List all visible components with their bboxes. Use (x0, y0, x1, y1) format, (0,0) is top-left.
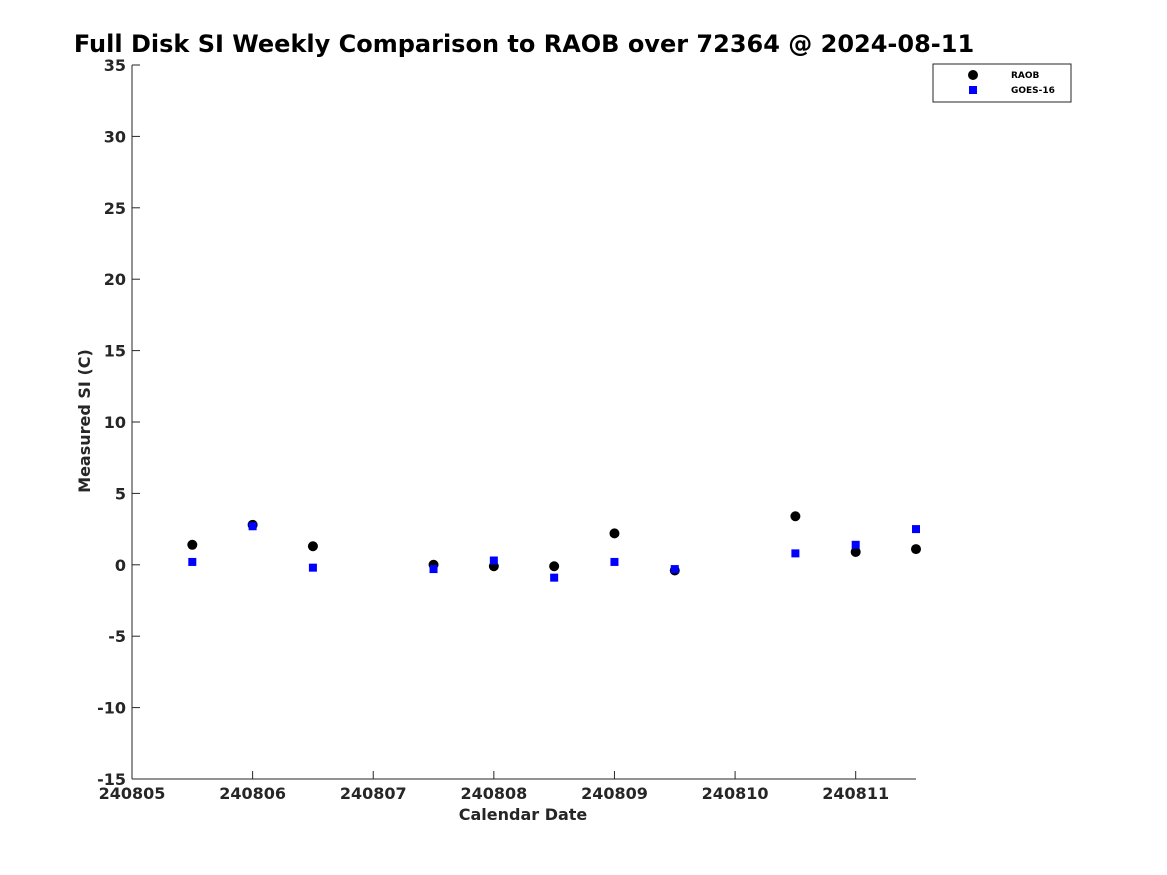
data-marks (187, 511, 921, 582)
legend-box (932, 63, 1072, 103)
goes-16-point (670, 565, 679, 574)
y-tick-label: -15 (97, 770, 126, 789)
goes-16-point (610, 557, 619, 566)
x-tick-label: 240807 (340, 784, 407, 803)
x-tick-label: 240810 (702, 784, 769, 803)
x-tick-label: 240805 (99, 784, 166, 803)
y-tick-label: 0 (115, 556, 126, 575)
raob-point (307, 541, 318, 552)
y-tick-label: 5 (115, 484, 126, 503)
y-tick-label: -10 (97, 699, 126, 718)
x-tick-label: 240811 (822, 784, 889, 803)
goes-16-point (550, 573, 559, 582)
raob-point (850, 546, 861, 557)
x-tick-label: 240806 (219, 784, 286, 803)
goes-16-point (188, 557, 197, 566)
x-axis-label: Calendar Date (459, 805, 588, 824)
y-tick-label: 20 (104, 270, 126, 289)
goes-16-point (248, 522, 257, 531)
goes-16-point (308, 563, 317, 572)
chart-title: Full Disk SI Weekly Comparison to RAOB o… (74, 30, 974, 58)
legend-marker-goes-16 (969, 86, 977, 94)
raob-point (911, 544, 921, 555)
raob-point (549, 561, 560, 572)
goes-16-point (791, 549, 800, 558)
legend-label-raob: RAOB (1011, 71, 1040, 81)
legend-label-goes-16: GOES-16 (1011, 86, 1055, 96)
x-tick-label: 240808 (460, 784, 527, 803)
raob-point (790, 511, 801, 522)
y-tick-label: 15 (104, 342, 126, 361)
raob-point (187, 539, 198, 550)
goes-16-point (429, 565, 438, 574)
y-tick-label: 10 (104, 413, 126, 432)
x-tick-label: 240809 (581, 784, 648, 803)
raob-point (609, 528, 620, 539)
y-axis-label: Measured SI (C) (75, 349, 94, 493)
goes-16-point (912, 525, 920, 534)
legend-marker-raob (968, 70, 978, 80)
y-tick-label: 30 (104, 127, 126, 146)
goes-16-point (489, 556, 498, 565)
axes: -15 -10 -5 0 5 10 15 20 25 30 35 240805 240806 240807… (97, 56, 916, 803)
legend: RAOB GOES-16 (932, 63, 1072, 103)
y-tick-label: -5 (108, 627, 126, 646)
goes-16-point (851, 540, 860, 549)
y-tick-label: 35 (104, 56, 126, 75)
y-tick-label: 25 (104, 199, 126, 218)
